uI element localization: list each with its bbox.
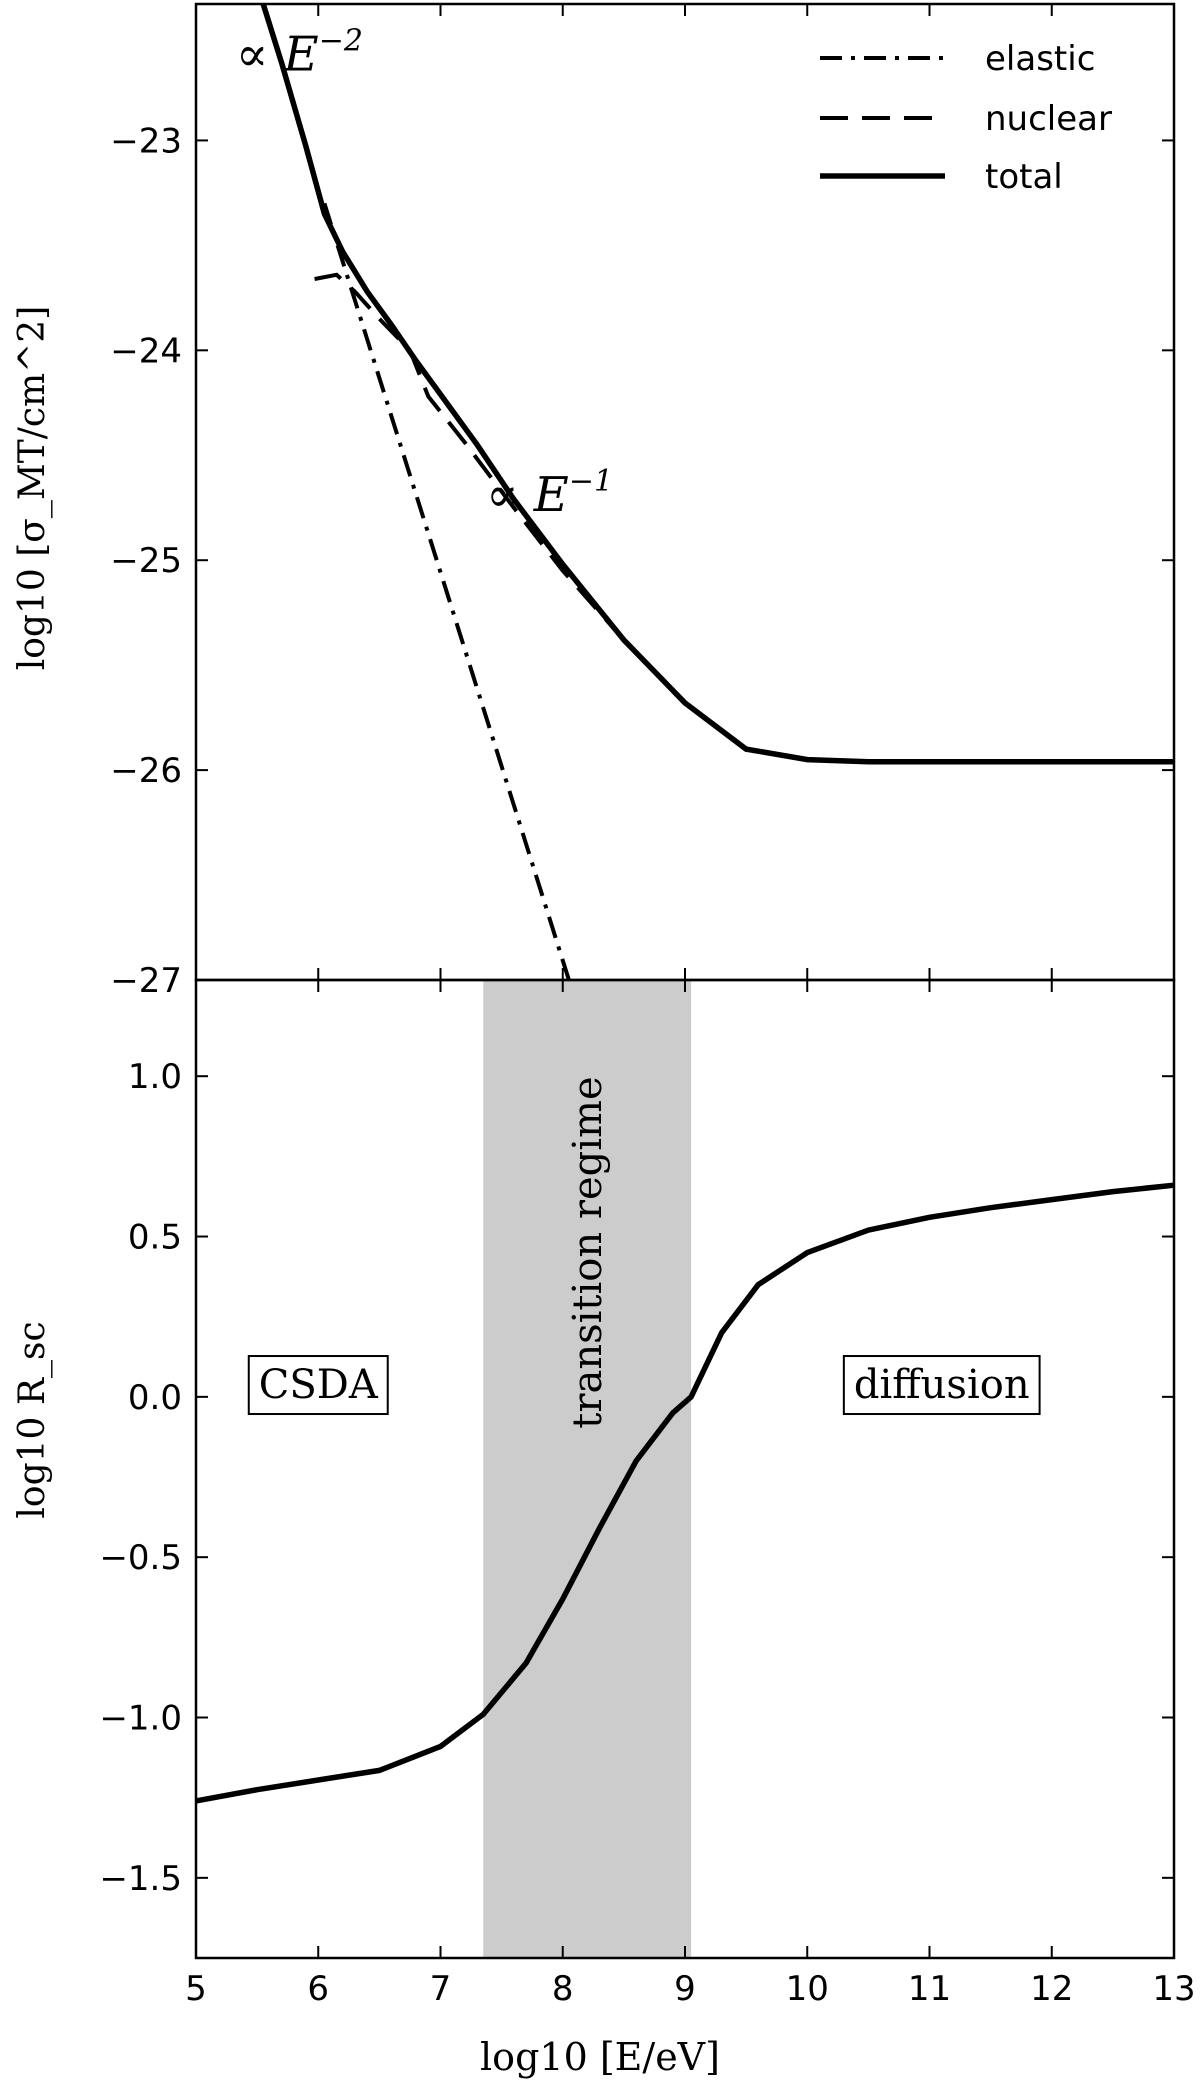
transition-regime-band [483,980,692,1958]
x-tick-label: 10 [786,1969,829,2009]
annotation-e-minus-1-exp: −1 [569,464,613,499]
x-tick-label: 13 [1152,1969,1195,2009]
y-tick-label: 0.0 [128,1378,182,1418]
series-nuclear-line [314,272,1174,764]
series-elastic-line [322,202,571,981]
diffusion-label-box: diffusion [842,1355,1041,1416]
diffusion-label: diffusion [854,1362,1030,1408]
y-tick-label: −1.5 [99,1859,182,1899]
y-tick-label: −26 [110,751,182,791]
bottom-y-axis-label: log10 R_sc [12,1321,53,1518]
top-y-tick-labels: −27 −26 −25 −24 −23 [110,121,182,1001]
tick-marks-group [195,4,1175,1958]
x-tick-label: 5 [185,1969,207,2009]
csda-box-border [247,1355,389,1416]
top-series-group [260,3,1174,981]
y-tick-label: 0.5 [128,1218,182,1258]
x-axis-label: log10 [E/eV] [480,2035,720,2079]
x-tick-label: 8 [552,1969,574,2009]
y-tick-label: −0.5 [99,1538,182,1578]
y-tick-label: −1.0 [99,1699,182,1739]
csda-label: CSDA [259,1362,379,1408]
y-tick-label: −25 [110,541,182,581]
x-tick-label: 9 [674,1969,696,2009]
legend-label-elastic: elastic [985,39,1095,79]
bottom-y-tick-labels: −1.5 −1.0 −0.5 0.0 0.5 1.0 [99,1057,182,1899]
y-tick-label: −24 [110,331,182,371]
annotation-e-minus-1-base: ∝ E [486,467,569,523]
annotation-e-minus-1: ∝ E−1 [486,464,613,523]
x-tick-labels: 5 6 7 8 9 10 11 12 13 [185,1969,1195,2009]
csda-label-box: CSDA [247,1355,389,1416]
y-tick-label: −27 [110,961,182,1001]
y-tick-label: 1.0 [128,1057,182,1097]
top-y-axis-label: log10 [σ_MT/cm^2] [12,306,53,671]
top-axes-frame [194,2,1176,982]
diffusion-box-border [842,1355,1041,1416]
x-tick-label: 6 [307,1969,329,2009]
y-tick-label: −23 [110,121,182,161]
series-total-line [260,3,1174,765]
annotation-e-minus-2-base: ∝ E [236,26,319,82]
x-tick-label: 11 [908,1969,951,2009]
series-rsc-line [195,1182,1175,1804]
legend: elastic nuclear total [820,39,1112,197]
x-tick-label: 12 [1030,1969,1073,2009]
x-tick-label: 7 [430,1969,452,2009]
transition-regime-label: transition regime [565,1076,611,1428]
legend-label-nuclear: nuclear [985,99,1112,139]
annotation-e-minus-2-exp: −2 [319,23,363,58]
annotation-e-minus-2: ∝ E−2 [236,23,363,82]
legend-label-total: total [985,157,1063,197]
